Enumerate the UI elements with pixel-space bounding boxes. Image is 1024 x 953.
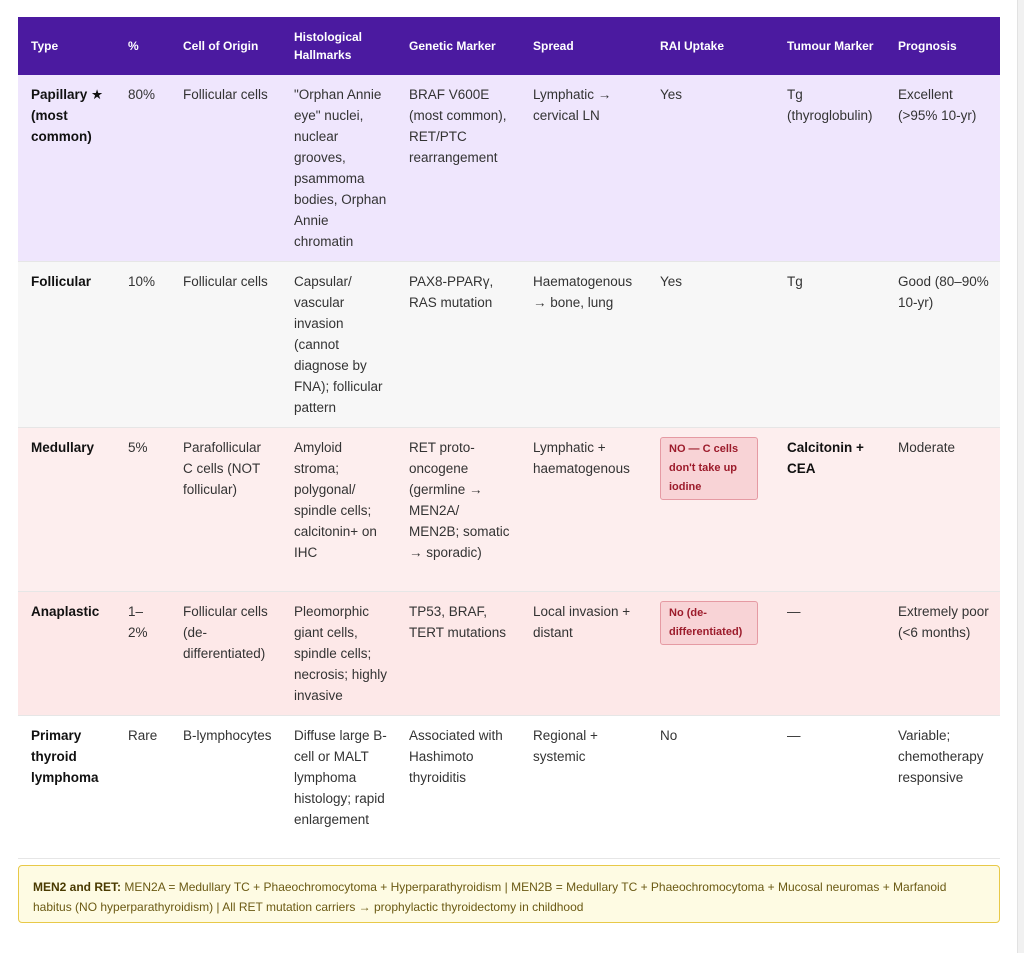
column-header-percent: % (128, 39, 139, 53)
cell-type: Medullary (31, 440, 95, 455)
cell-histology: Pleomorphic giant cells, spindle cells; … (294, 604, 388, 703)
cell-origin: B-lymphocytes (183, 728, 272, 743)
cell-genetic: BRAF V600E (most common), RET/PTC rearra… (409, 87, 507, 165)
cell-histology: Capsular/ vascular invasion (cannot diag… (294, 274, 383, 415)
cell-rai: No (de-differentiated) (647, 592, 774, 716)
column-header-spread: Spread (533, 39, 574, 53)
cell-histology: Amyloid stroma; polygonal/ spindle cells… (294, 440, 377, 560)
column-header-prognosis: Prognosis (898, 39, 957, 53)
cell-marker: Calcitonin + CEA (787, 440, 864, 476)
cell-rai: NO — C cells don't take up iodine (647, 428, 774, 592)
cell-genetic: PAX8-PPARγ, RAS mutation (409, 274, 494, 310)
cell-spread: Local invasion + distant (533, 604, 631, 640)
cell-origin: Follicular cells (de-differentiated) (183, 604, 268, 661)
cell-rai: Yes (660, 87, 683, 102)
cell-prognosis: Good (80–90% 10-yr) (898, 274, 989, 310)
cell-origin: Parafollicular C cells (NOT follicular) (183, 440, 262, 497)
column-header-type: Type (31, 39, 59, 53)
cell-genetic: Associated with Hashimoto thyroiditis (409, 728, 503, 785)
vertical-scrollbar[interactable] (1017, 0, 1024, 953)
cell-genetic: TP53, BRAF, TERT mutations (409, 604, 507, 640)
cell-marker: Tg (thyroglobulin) (787, 87, 873, 123)
cell-prognosis: Variable; chemotherapy responsive (898, 728, 984, 785)
cell-prognosis: Excellent (>95% 10-yr) (898, 87, 977, 123)
cell-type: Follicular (31, 274, 92, 289)
cell-percent: Rare (128, 728, 158, 743)
cell-percent: 10% (128, 274, 156, 289)
cell-genetic: RET proto-oncogene (germline → MEN2A/ ME… (409, 440, 510, 560)
cell-spread: Haematogenous → bone, lung (533, 274, 633, 310)
cell-histology: Diffuse large B-cell or MALT lymphoma hi… (294, 728, 387, 827)
cell-percent: 1–2% (128, 604, 148, 640)
cell-prognosis: Extremely poor (<6 months) (898, 604, 989, 640)
cell-rai: No (660, 728, 678, 743)
cell-spread: Lymphatic + haematogenous (533, 440, 630, 476)
cell-percent: 5% (128, 440, 148, 455)
cell-type: Papillary ★ (most common) (31, 87, 104, 144)
table-row-anaplastic: Anaplastic 1–2% Follicular cells (de-dif… (18, 591, 1000, 716)
note-label: MEN2 and RET: (33, 880, 122, 894)
table-row-lymphoma: Primary thyroid lymphoma Rare B-lymphocy… (18, 715, 1000, 859)
cell-marker: — (787, 728, 801, 743)
rai-negative-badge: No (de-differentiated) (660, 601, 758, 645)
thyroid-cancer-table-wrapper: Type % Cell of Origin Histological Hallm… (18, 17, 1000, 859)
table-row-follicular: Follicular 10% Follicular cells Capsular… (18, 261, 1000, 428)
note-text: MEN2A = Medullary TC + Phaeochromocytoma… (33, 880, 947, 914)
thyroid-cancer-table: Type % Cell of Origin Histological Hallm… (18, 17, 1000, 859)
cell-rai: Yes (660, 274, 683, 289)
cell-spread: Lymphatic → cervical LN (533, 87, 612, 123)
cell-histology: "Orphan Annie eye" nuclei, nuclear groov… (294, 87, 387, 249)
table-header-row: Type % Cell of Origin Histological Hallm… (18, 17, 1000, 75)
column-header-tumour-marker: Tumour Marker (787, 39, 874, 53)
column-header-rai-uptake: RAI Uptake (660, 39, 725, 53)
cell-marker: — (787, 604, 801, 619)
cell-percent: 80% (128, 87, 156, 102)
cell-spread: Regional + systemic (533, 728, 598, 764)
cell-marker: Tg (787, 274, 803, 289)
cell-type: Anaplastic (31, 604, 100, 619)
cell-type: Primary thyroid lymphoma (31, 728, 99, 785)
column-header-genetic-marker: Genetic Marker (409, 39, 496, 53)
rai-negative-badge: NO — C cells don't take up iodine (660, 437, 758, 500)
column-header-histological-hallmarks: Histological Hallmarks (294, 30, 363, 62)
men2-ret-note: MEN2 and RET: MEN2A = Medullary TC + Pha… (18, 865, 1000, 923)
cell-origin: Follicular cells (183, 274, 268, 289)
cell-prognosis: Moderate (898, 440, 956, 455)
table-row-medullary: Medullary 5% Parafollicular C cells (NOT… (18, 427, 1000, 592)
cell-origin: Follicular cells (183, 87, 268, 102)
column-header-cell-of-origin: Cell of Origin (183, 39, 259, 53)
table-row-papillary: Papillary ★ (most common) 80% Follicular… (18, 75, 1000, 262)
